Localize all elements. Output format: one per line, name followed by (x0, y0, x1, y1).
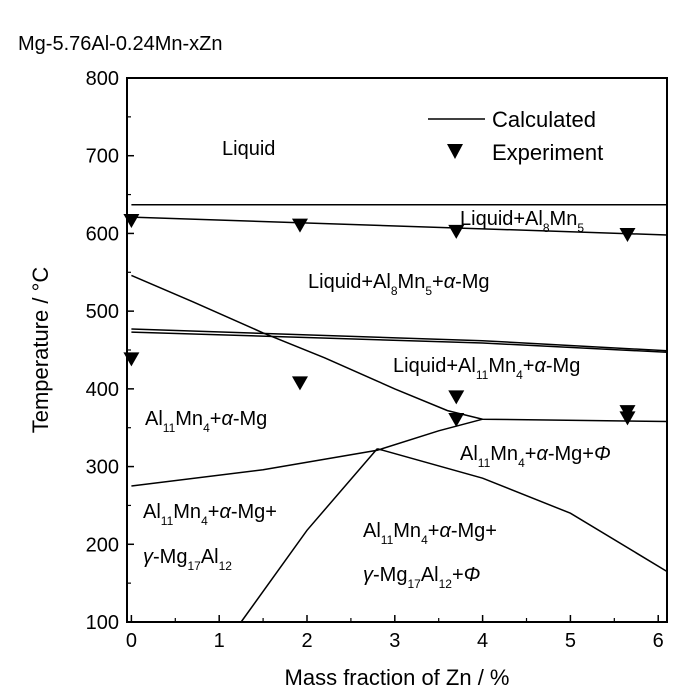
experiment-point (291, 376, 308, 391)
x-axis-title: Mass fraction of Zn / % (285, 665, 510, 690)
x-tick-label: 2 (301, 630, 312, 652)
x-tick-label: 5 (565, 630, 576, 652)
region-label-liquid-al8mn5: Liquid+Al8Mn5 (460, 208, 584, 235)
y-axis-ticks: 100 200 300 400 500 600 700 800 (86, 68, 134, 634)
region-label-al11mn4-mg-gamma: Al11Mn4+α-Mg+ γ-Mg17Al12 (143, 501, 283, 573)
region-label-al11mn4-mg-gamma-phi: Al11Mn4+α-Mg+ γ-Mg17Al12+Φ (363, 520, 503, 591)
region-label-al11mn4-mg-phi: Al11Mn4+α-Mg+Φ (460, 443, 611, 470)
x-tick-label: 3 (389, 630, 400, 652)
y-tick-label: 600 (86, 223, 119, 245)
experiment-point (448, 412, 465, 427)
calculated-line (376, 447, 668, 573)
calculated-line (131, 418, 483, 487)
region-label-al11mn4-mg: Al11Mn4+α-Mg (145, 408, 267, 435)
calculated-lines (131, 203, 668, 623)
calculated-line (131, 274, 668, 423)
y-tick-label: 200 (86, 534, 119, 556)
experiment-point (619, 227, 636, 242)
experiment-point (123, 213, 140, 228)
calculated-line (131, 331, 668, 354)
calculated-line (240, 448, 378, 623)
x-tick-label: 4 (477, 630, 488, 652)
region-label-liquid-al8mn5-mg: Liquid+Al8Mn5+α-Mg (308, 271, 490, 298)
x-tick-label: 6 (653, 630, 664, 652)
chart-title: Mg-5.76Al-0.24Mn-xZn (18, 33, 223, 55)
legend-label-calculated: Calculated (492, 107, 596, 132)
region-label-liquid: Liquid (222, 138, 275, 160)
x-tick-label: 0 (126, 630, 137, 652)
x-tick-label: 1 (214, 630, 225, 652)
y-tick-label: 400 (86, 379, 119, 401)
y-axis-title: Temperature / °C (28, 267, 53, 434)
x-axis-ticks: 0 1 2 3 4 5 6 (126, 615, 664, 652)
legend-label-experiment: Experiment (492, 140, 603, 165)
experiment-point (448, 224, 465, 239)
experiment-points (123, 213, 636, 427)
calculated-line (131, 216, 668, 236)
experiment-point (448, 390, 465, 405)
y-tick-label: 500 (86, 301, 119, 323)
legend: Calculated Experiment (428, 107, 603, 165)
experiment-point (123, 352, 140, 367)
y-tick-label: 700 (86, 146, 119, 168)
calculated-line (131, 328, 668, 352)
y-tick-label: 100 (86, 612, 119, 634)
y-tick-label: 800 (86, 68, 119, 90)
y-tick-label: 300 (86, 457, 119, 479)
region-label-liquid-al11mn4-mg: Liquid+Al11Mn4+α-Mg (393, 355, 580, 382)
legend-triangle-icon (447, 144, 463, 159)
experiment-point (291, 218, 308, 233)
experiment-point (619, 411, 636, 426)
